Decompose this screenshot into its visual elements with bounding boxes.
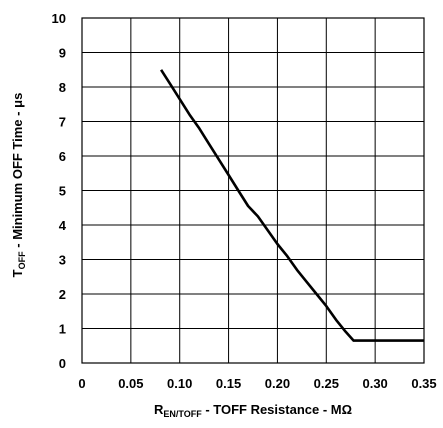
x-axis-title-rest: - TOFF Resistance - MΩ bbox=[202, 402, 352, 417]
x-tick-label: 0.20 bbox=[265, 376, 290, 391]
x-axis-title: REN/TOFF - TOFF Resistance - MΩ bbox=[154, 402, 352, 419]
x-axis-title-main: R bbox=[154, 402, 164, 417]
y-tick-label: 5 bbox=[59, 184, 66, 199]
x-axis-title-sub: EN/TOFF bbox=[163, 409, 202, 419]
y-tick-label: 0 bbox=[59, 356, 66, 371]
y-axis-title-rest: - Minimum OFF Time - μs bbox=[10, 93, 25, 252]
y-tick-label: 7 bbox=[59, 115, 66, 130]
y-tick-label: 4 bbox=[59, 218, 67, 233]
plot-frame bbox=[81, 17, 425, 364]
y-axis-title-sub: OFF bbox=[17, 251, 27, 269]
x-tick-label: 0.30 bbox=[362, 376, 387, 391]
x-tick-label: 0.05 bbox=[118, 376, 143, 391]
y-axis-title-main: T bbox=[10, 269, 25, 277]
x-tick-label: 0 bbox=[78, 376, 85, 391]
x-tick-labels: 0 0.05 0.10 0.15 0.20 0.25 0.30 0.35 bbox=[78, 376, 436, 391]
y-axis-title: TOFF - Minimum OFF Time - μs bbox=[10, 93, 27, 278]
x-tick-label: 0.35 bbox=[411, 376, 436, 391]
x-tick-label: 0.15 bbox=[216, 376, 241, 391]
x-tick-label: 0.10 bbox=[167, 376, 192, 391]
y-tick-label: 10 bbox=[52, 11, 66, 26]
y-tick-label: 6 bbox=[59, 149, 66, 164]
series-line bbox=[160, 69, 424, 342]
y-tick-label: 9 bbox=[59, 46, 66, 61]
grid bbox=[81, 17, 425, 364]
y-tick-label: 3 bbox=[59, 253, 66, 268]
y-tick-labels: 0 1 2 3 4 5 6 7 8 9 10 bbox=[52, 11, 67, 371]
x-tick-label: 0.25 bbox=[314, 376, 339, 391]
y-tick-label: 8 bbox=[59, 80, 66, 95]
y-tick-label: 2 bbox=[59, 287, 66, 302]
y-tick-label: 1 bbox=[59, 322, 66, 337]
